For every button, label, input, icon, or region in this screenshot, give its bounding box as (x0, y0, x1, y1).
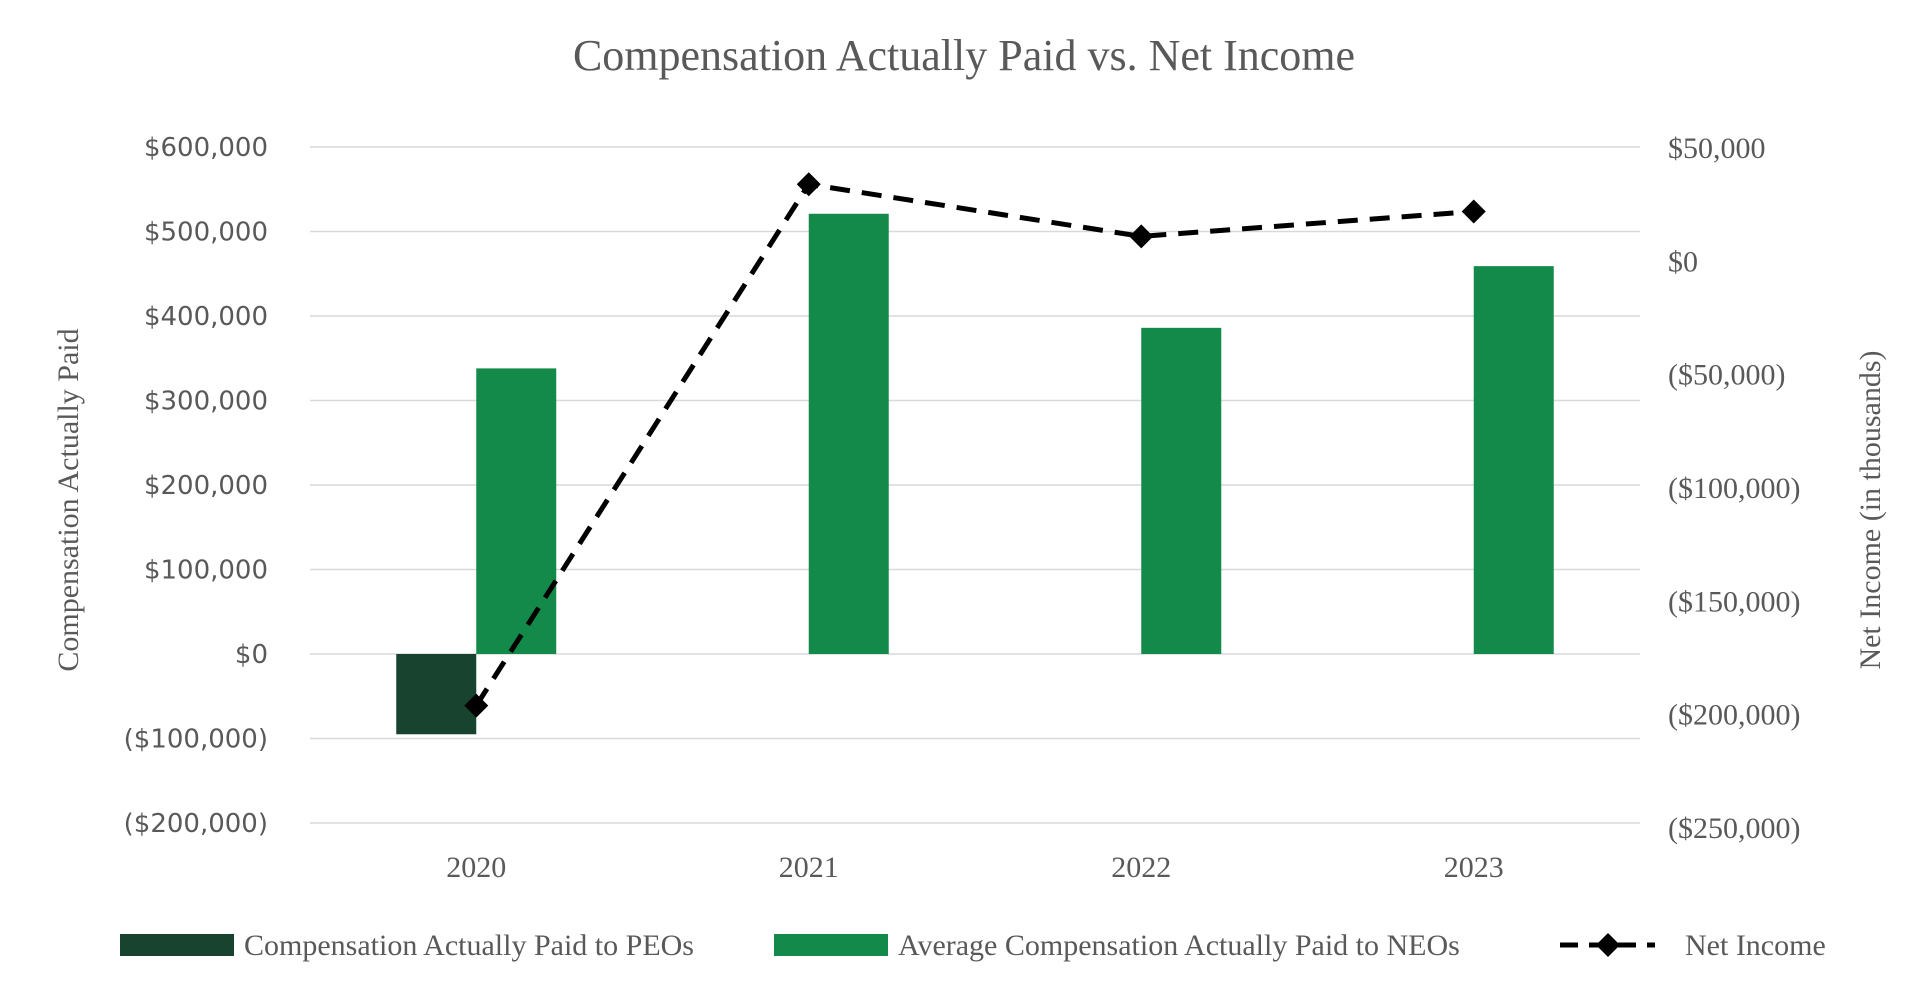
left-tick-label: $400,000 (144, 302, 268, 332)
right-axis-ticks: $50,000 $0 ($50,000) ($100,000) ($150,000) ($… (1668, 132, 1800, 845)
right-tick-label: ($50,000) (1668, 359, 1785, 392)
left-axis-ticks: $600,000 $500,000 $400,000 $300,000 $200,000… (124, 133, 268, 839)
x-tick-label: 2023 (1444, 851, 1504, 884)
left-tick-label: $600,000 (144, 133, 268, 163)
left-tick-label: $200,000 (144, 471, 268, 501)
left-tick-label: $0 (235, 640, 268, 670)
net-income-point-2023 (1461, 199, 1486, 224)
bars (396, 213, 1554, 735)
right-tick-label: $50,000 (1668, 132, 1766, 165)
right-axis-label: Net Income (in thousands) (1854, 350, 1887, 669)
x-tick-label: 2020 (446, 851, 506, 884)
right-tick-label: ($100,000) (1668, 472, 1800, 505)
net-income-line-path (474, 181, 1474, 707)
right-tick-label: ($200,000) (1668, 699, 1800, 732)
net-income-point-2020 (464, 693, 489, 718)
right-tick-label: ($150,000) (1668, 585, 1800, 618)
legend-label-neo: Average Compensation Actually Paid to NE… (898, 929, 1460, 962)
legend-label-peo: Compensation Actually Paid to PEOs (244, 929, 694, 962)
left-axis-label: Compensation Actually Paid (52, 328, 85, 671)
left-tick-label: ($200,000) (124, 809, 268, 839)
left-tick-label: ($100,000) (124, 725, 268, 755)
left-tick-label: $300,000 (144, 387, 268, 417)
legend-swatch-neo (774, 934, 888, 956)
right-tick-label: $0 (1668, 245, 1698, 278)
net-income-line (464, 172, 1486, 718)
x-tick-label: 2022 (1111, 851, 1171, 884)
left-tick-label: $500,000 (144, 218, 268, 248)
bar-neo-2022 (1141, 327, 1222, 654)
bar-neo-2023 (1473, 266, 1554, 654)
x-tick-label: 2021 (779, 851, 839, 884)
bar-peo-2020 (396, 654, 477, 735)
bar-neo-2021 (808, 213, 889, 654)
legend-swatch-peo (120, 934, 234, 956)
right-tick-label: ($250,000) (1668, 812, 1800, 845)
x-axis-ticks: 2020 2021 2022 2023 (446, 851, 1504, 884)
bar-neo-2020 (476, 368, 557, 654)
legend-label-net-income: Net Income (1685, 929, 1826, 962)
legend-diamond-net-income (1596, 933, 1620, 957)
left-tick-label: $100,000 (144, 556, 268, 586)
net-income-point-2022 (1129, 224, 1154, 249)
chart-title: Compensation Actually Paid vs. Net Incom… (573, 31, 1355, 80)
net-income-point-2021 (796, 172, 821, 197)
legend: Compensation Actually Paid to PEOs Avera… (120, 929, 1826, 962)
